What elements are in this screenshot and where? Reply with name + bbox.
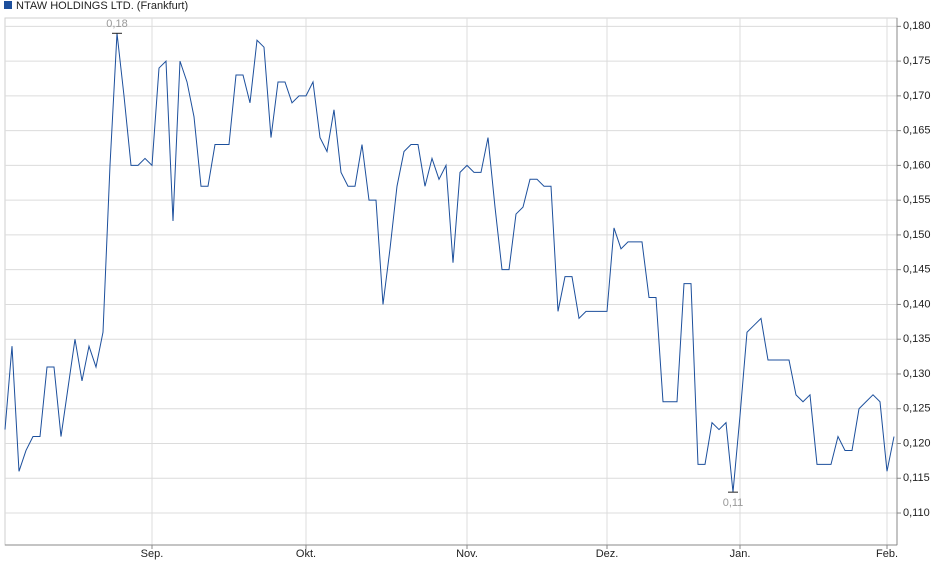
y-tick-label: 0,150	[903, 229, 931, 241]
plot-area	[4, 17, 898, 546]
x-tick-label: Nov.	[456, 548, 478, 560]
legend-swatch	[4, 1, 12, 9]
x-tick-label: Feb.	[876, 548, 898, 560]
price-line	[4, 33, 895, 493]
x-tick-label: Okt.	[296, 548, 316, 560]
y-tick-label: 0,155	[903, 194, 931, 206]
legend-label: NTAW HOLDINGS LTD. (Frankfurt)	[16, 0, 188, 12]
y-tick-label: 0,135	[903, 333, 931, 345]
y-tick-label: 0,170	[903, 90, 931, 102]
x-tick-label: Sep.	[141, 548, 164, 560]
y-tick-label: 0,175	[903, 55, 931, 67]
y-tick-label: 0,130	[903, 368, 931, 380]
y-tick-label: 0,115	[903, 472, 930, 484]
y-tick-label: 0,120	[903, 437, 931, 449]
y-tick-label: 0,165	[903, 125, 931, 137]
x-tick-label: Dez.	[596, 548, 619, 560]
y-tick-label: 0,140	[903, 298, 931, 310]
y-tick-label: 0,145	[903, 264, 931, 276]
y-tick-label: 0,180	[903, 20, 931, 32]
min-label: 0,11	[723, 497, 744, 509]
y-tick-label: 0,125	[903, 403, 931, 415]
max-label: 0,18	[106, 18, 127, 30]
x-tick-label: Jan.	[730, 548, 751, 560]
y-tick-label: 0,110	[903, 507, 930, 519]
y-tick-label: 0,160	[903, 159, 931, 171]
